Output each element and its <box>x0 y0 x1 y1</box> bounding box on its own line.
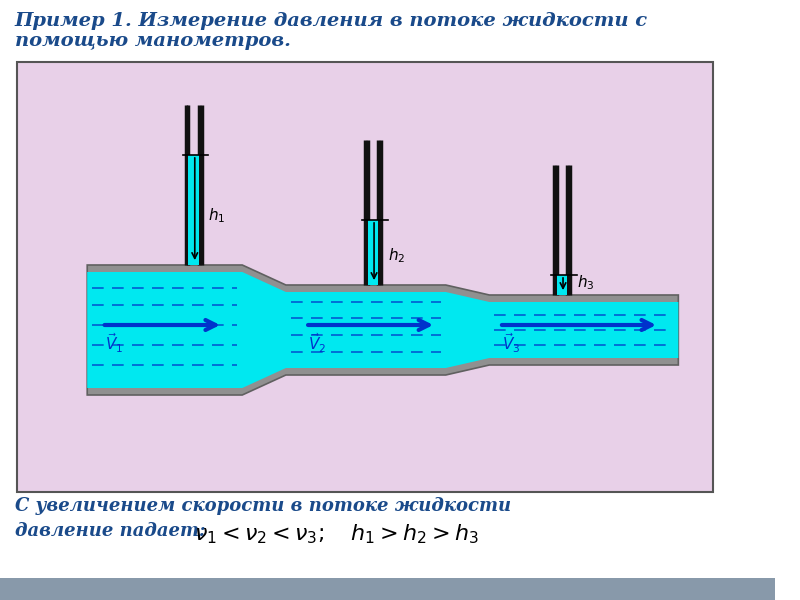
Bar <box>557 275 567 295</box>
Polygon shape <box>87 272 678 388</box>
Text: $\nu_1 < \nu_2 < \nu_3;$   $h_1 > h_2 > h_3$: $\nu_1 < \nu_2 < \nu_3;$ $h_1 > h_2 > h_… <box>194 522 478 545</box>
Polygon shape <box>87 265 678 395</box>
Bar <box>18 62 714 492</box>
Text: $\vec{V}_2$: $\vec{V}_2$ <box>308 331 326 355</box>
Text: давление падает:: давление падает: <box>14 522 205 540</box>
Bar <box>368 220 378 285</box>
Bar <box>0 578 775 600</box>
Bar <box>189 155 199 265</box>
Text: $\vec{V}_1$: $\vec{V}_1$ <box>105 331 123 355</box>
Text: $h_3$: $h_3$ <box>577 274 594 292</box>
Text: Пример 1. Измерение давления в потоке жидкости с: Пример 1. Измерение давления в потоке жи… <box>14 12 648 30</box>
Text: помощью манометров.: помощью манометров. <box>14 32 290 50</box>
Text: $\vec{V}_3$: $\vec{V}_3$ <box>502 331 521 355</box>
Text: $h_2$: $h_2$ <box>388 247 405 265</box>
Text: С увеличением скорости в потоке жидкости: С увеличением скорости в потоке жидкости <box>14 497 510 515</box>
Text: $h_1$: $h_1$ <box>208 206 226 225</box>
